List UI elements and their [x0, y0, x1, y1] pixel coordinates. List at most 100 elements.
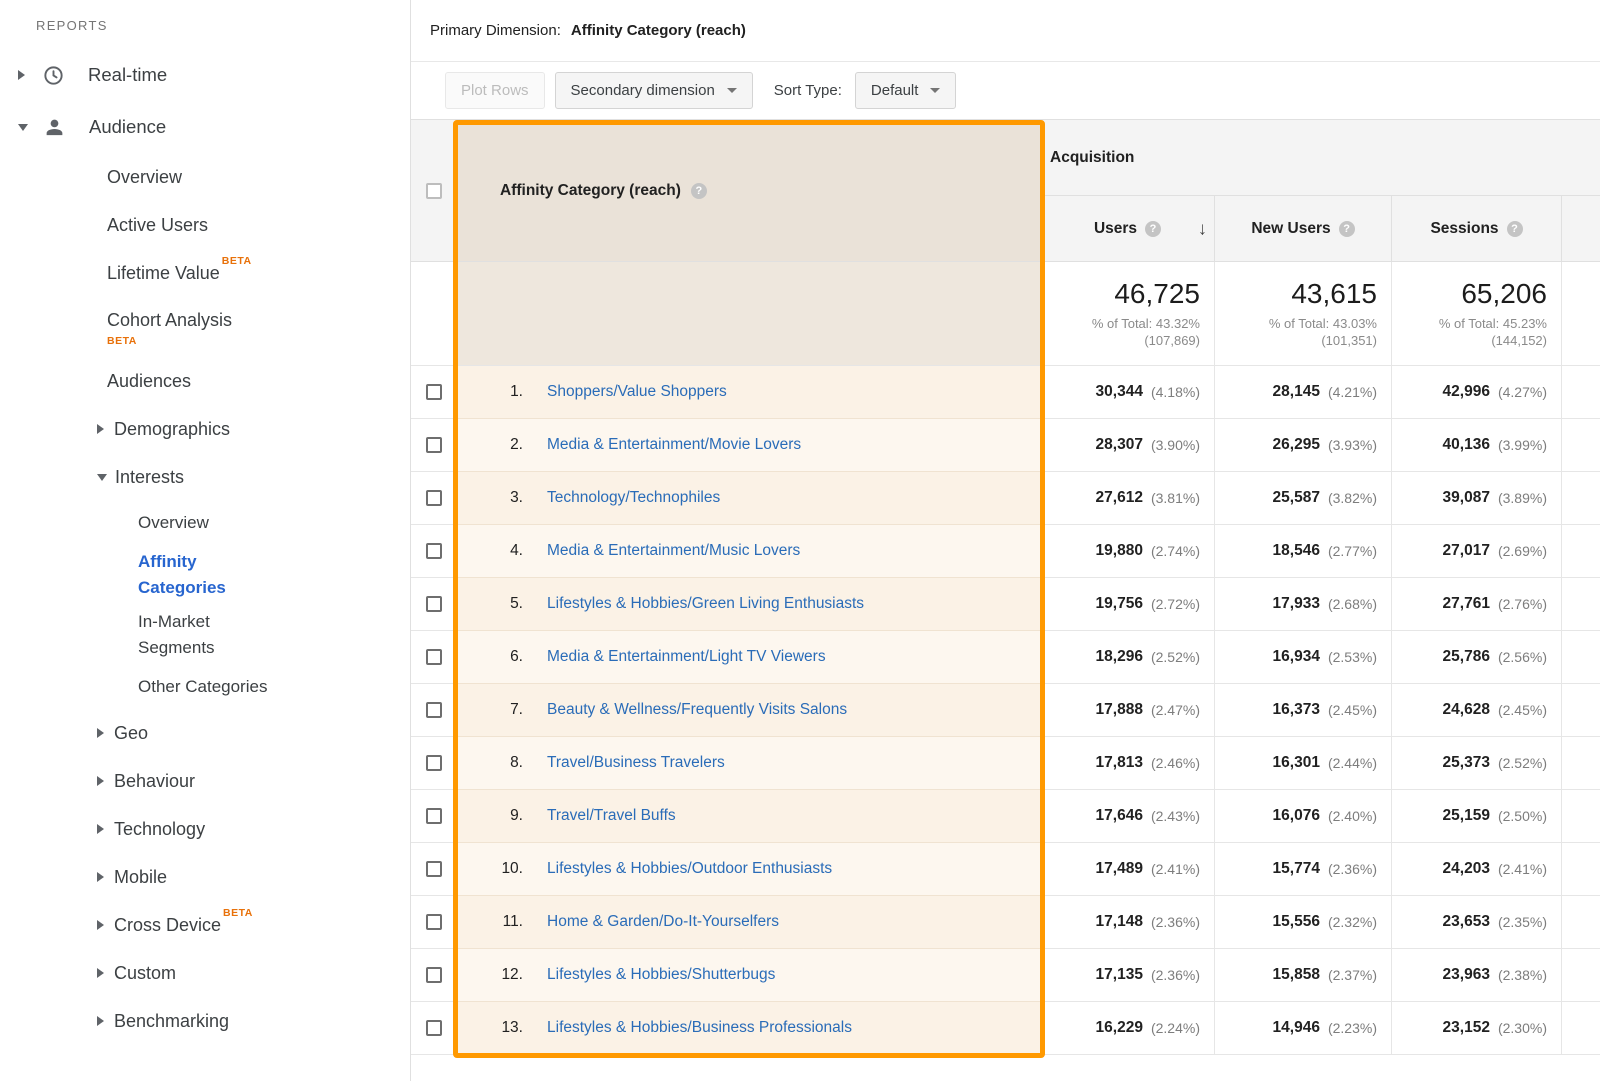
- category-link[interactable]: Beauty & Wellness/Frequently Visits Salo…: [547, 701, 848, 718]
- help-icon[interactable]: ?: [1506, 220, 1523, 237]
- category-link[interactable]: Lifestyles & Hobbies/Outdoor Enthusiasts: [547, 860, 833, 877]
- primary-dimension-value[interactable]: Affinity Category (reach): [570, 22, 746, 39]
- help-icon[interactable]: ?: [1145, 220, 1162, 237]
- row-checkbox[interactable]: [425, 384, 442, 400]
- row-checkbox-cell: [411, 949, 456, 1002]
- row-checkbox[interactable]: [425, 808, 442, 824]
- sidebar-item-overview[interactable]: Overview: [0, 501, 410, 545]
- metric-percent: (2.52%): [1150, 649, 1200, 665]
- row-checkbox[interactable]: [425, 596, 442, 612]
- metric-percent: (2.40%): [1327, 808, 1377, 824]
- sidebar-item-active-users[interactable]: Active Users: [0, 201, 410, 249]
- totals-checkbox-cell: [411, 262, 456, 366]
- sidebar-item-mobile[interactable]: Mobile: [0, 853, 410, 901]
- category-link[interactable]: Media & Entertainment/Light TV Viewers: [547, 648, 826, 665]
- metric-cell: 17,148 (2.36%): [1041, 896, 1214, 949]
- category-link[interactable]: Technology/Technophiles: [547, 489, 721, 506]
- row-filler: [1561, 525, 1600, 578]
- metric-percent: (2.47%): [1150, 702, 1200, 718]
- metric-cell: 18,296 (2.52%): [1041, 631, 1214, 684]
- chevron-right-icon: [97, 1016, 104, 1026]
- header-filler: [1561, 196, 1600, 261]
- category-link[interactable]: Lifestyles & Hobbies/Green Living Enthus…: [547, 595, 865, 612]
- plot-rows-button[interactable]: Plot Rows: [445, 72, 545, 109]
- sidebar-item-label: Behaviour: [114, 771, 196, 791]
- row-checkbox[interactable]: [425, 1020, 442, 1036]
- metric-cell: 16,934 (2.53%): [1214, 631, 1391, 684]
- row-checkbox[interactable]: [425, 437, 442, 453]
- metric-percent: (2.45%): [1327, 702, 1377, 718]
- metric-percent: (2.74%): [1150, 543, 1200, 559]
- row-checkbox-cell: [411, 1002, 456, 1055]
- column-header-sessions[interactable]: Sessions ?: [1391, 196, 1561, 261]
- main-content: Primary Dimension: Affinity Category (re…: [410, 0, 1600, 1081]
- sidebar-item-cohort-analysis[interactable]: Cohort Analysis BETA: [0, 297, 410, 357]
- dimension-column-header[interactable]: Affinity Category (reach) ?: [456, 120, 1041, 262]
- sidebar-item-in-market-segments[interactable]: In-Market Segments: [0, 605, 410, 665]
- row-checkbox[interactable]: [425, 490, 442, 506]
- category-link[interactable]: Home & Garden/Do-It-Yourselfers: [547, 913, 780, 930]
- sidebar-item-benchmarking[interactable]: Benchmarking: [0, 997, 410, 1045]
- category-link[interactable]: Media & Entertainment/Music Lovers: [547, 542, 801, 559]
- metric-value: 23,653: [1442, 913, 1490, 930]
- sidebar-item-demographics[interactable]: Demographics: [0, 405, 410, 453]
- sidebar-item-audience[interactable]: Audience: [0, 101, 410, 153]
- column-header-new-users[interactable]: New Users ?: [1214, 196, 1391, 261]
- total-new-users: 43,615 % of Total: 43.03% (101,351): [1214, 262, 1391, 366]
- secondary-dimension-button[interactable]: Secondary dimension: [554, 72, 753, 109]
- category-link[interactable]: Media & Entertainment/Movie Lovers: [547, 436, 802, 453]
- category-link[interactable]: Travel/Business Travelers: [547, 754, 725, 771]
- sidebar-item-audiences[interactable]: Audiences: [0, 357, 410, 405]
- help-icon[interactable]: ?: [1338, 220, 1355, 237]
- row-checkbox[interactable]: [425, 649, 442, 665]
- metric-cell: 27,761 (2.76%): [1391, 578, 1561, 631]
- sidebar-item-other-categories[interactable]: Other Categories: [0, 665, 410, 709]
- metric-value: 15,858: [1272, 966, 1320, 983]
- category-link[interactable]: Travel/Travel Buffs: [547, 807, 676, 824]
- sidebar-item-behaviour[interactable]: Behaviour: [0, 757, 410, 805]
- table-header: Affinity Category (reach) ? Acquisition …: [411, 120, 1600, 262]
- sidebar-item-custom[interactable]: Custom: [0, 949, 410, 997]
- row-index: 13.: [501, 1019, 523, 1036]
- category-link[interactable]: Lifestyles & Hobbies/Business Profession…: [547, 1019, 852, 1036]
- beta-badge: BETA: [107, 335, 137, 347]
- row-index: 6.: [510, 648, 523, 665]
- caret-down-icon: [930, 88, 941, 93]
- sidebar-item-cross-device[interactable]: Cross DeviceBETA: [0, 901, 410, 949]
- total-users: 46,725 % of Total: 43.32% (107,869): [1041, 262, 1214, 366]
- sidebar-item-interests[interactable]: Interests: [0, 453, 410, 501]
- sidebar-item-label: Geo: [114, 723, 149, 743]
- sidebar-nav: Real-time Audience Overview Active Users Lif…: [0, 49, 410, 1045]
- metric-percent: (2.52%): [1497, 755, 1547, 771]
- metric-cell: 26,295 (3.93%): [1214, 419, 1391, 472]
- help-icon[interactable]: ?: [690, 182, 707, 199]
- row-checkbox[interactable]: [425, 914, 442, 930]
- metric-value: 16,076: [1272, 807, 1320, 824]
- row-checkbox[interactable]: [425, 543, 442, 559]
- sidebar-item-overview[interactable]: Overview: [0, 153, 410, 201]
- sort-descending-icon[interactable]: ↓: [1198, 218, 1207, 238]
- row-checkbox-cell: [411, 896, 456, 949]
- sidebar-item-real-time[interactable]: Real-time: [0, 49, 410, 101]
- metric-percent: (2.32%): [1327, 914, 1377, 930]
- sidebar-item-geo[interactable]: Geo: [0, 709, 410, 757]
- row-checkbox[interactable]: [425, 755, 442, 771]
- row-filler: [1561, 631, 1600, 684]
- category-link[interactable]: Lifestyles & Hobbies/Shutterbugs: [547, 966, 776, 983]
- select-all-checkbox[interactable]: [425, 182, 442, 199]
- column-header-users[interactable]: Users ? ↓: [1041, 196, 1214, 261]
- metric-percent: (2.30%): [1497, 1020, 1547, 1036]
- sidebar-item-lifetime-value[interactable]: Lifetime ValueBETA: [0, 249, 410, 297]
- sidebar-item-technology[interactable]: Technology: [0, 805, 410, 853]
- row-checkbox[interactable]: [425, 702, 442, 718]
- row-checkbox[interactable]: [425, 967, 442, 983]
- category-link[interactable]: Shoppers/Value Shoppers: [547, 383, 727, 400]
- sort-type-button[interactable]: Default: [854, 72, 957, 109]
- clock-icon: [42, 64, 66, 87]
- sidebar-item-label: Technology: [114, 819, 206, 839]
- metric-cell: 23,963 (2.38%): [1391, 949, 1561, 1002]
- metric-cell: 16,076 (2.40%): [1214, 790, 1391, 843]
- sidebar-item-affinity-categories[interactable]: Affinity Categories: [0, 545, 410, 605]
- metric-percent: (2.76%): [1497, 596, 1547, 612]
- row-checkbox[interactable]: [425, 861, 442, 877]
